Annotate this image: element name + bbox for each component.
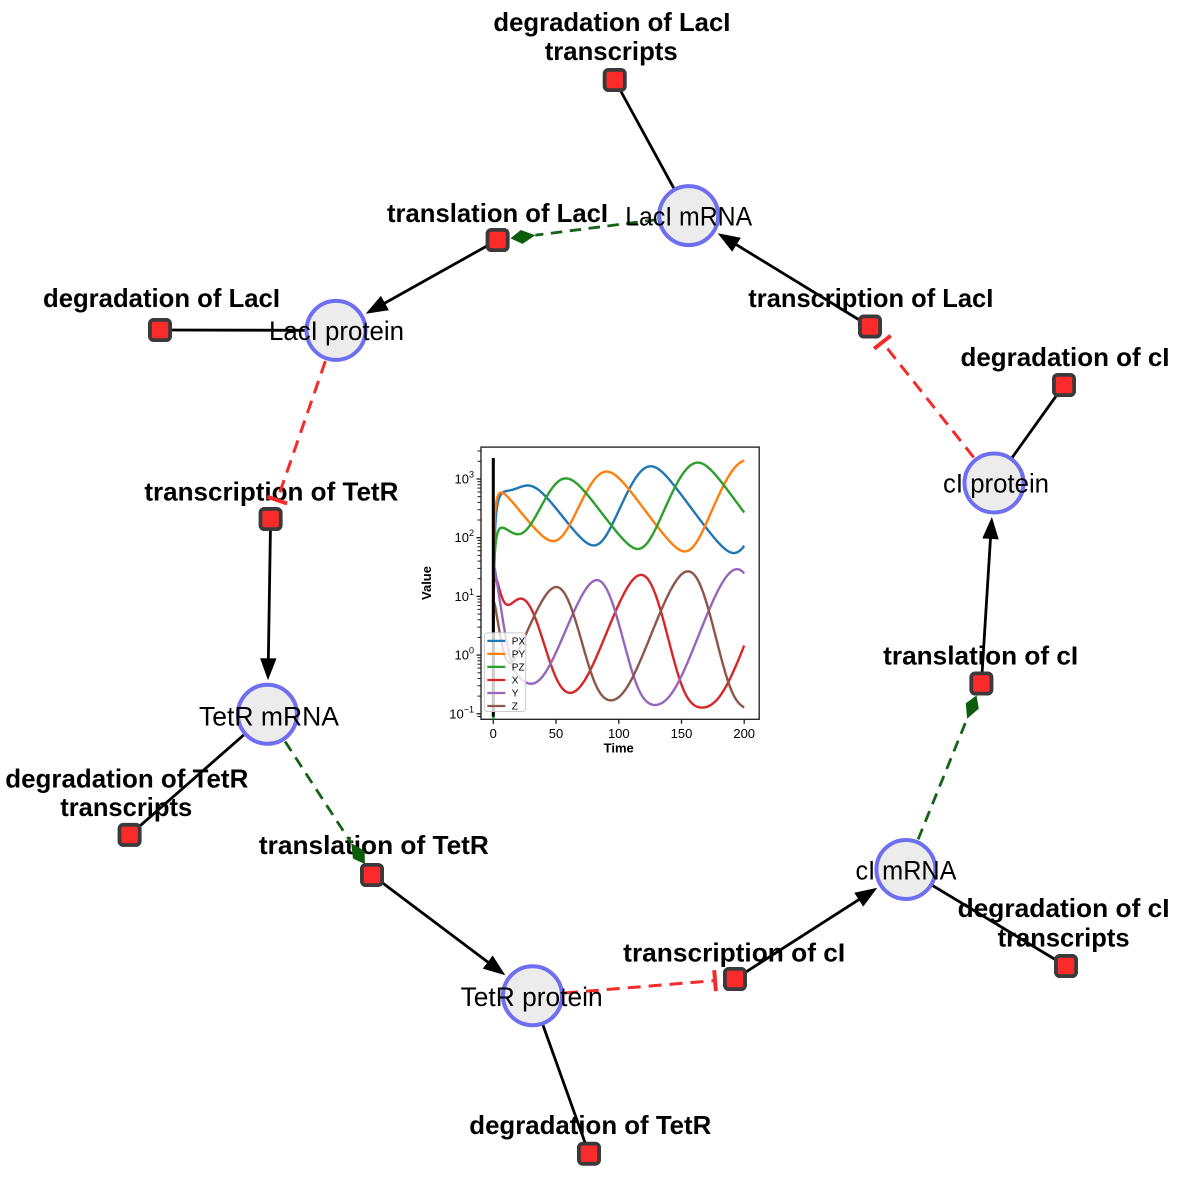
- svg-text:Time: Time: [604, 741, 634, 756]
- svg-text:TetR protein: TetR protein: [461, 982, 603, 1012]
- svg-text:degradation of cI: degradation of cI: [958, 893, 1170, 923]
- svg-text:degradation of TetR: degradation of TetR: [469, 1110, 711, 1140]
- svg-text:cI protein: cI protein: [943, 469, 1049, 499]
- svg-text:LacI protein: LacI protein: [269, 316, 404, 346]
- svg-text:150: 150: [671, 726, 693, 741]
- svg-text:degradation of LacI: degradation of LacI: [43, 283, 280, 313]
- svg-text:transcripts: transcripts: [545, 36, 678, 66]
- svg-text:degradation of TetR: degradation of TetR: [5, 763, 248, 793]
- svg-text:100: 100: [608, 726, 630, 741]
- svg-text:degradation of cI: degradation of cI: [961, 342, 1170, 372]
- svg-text:50: 50: [549, 726, 563, 741]
- svg-text:translation of cI: translation of cI: [883, 641, 1078, 671]
- svg-text:Value: Value: [419, 566, 434, 600]
- svg-text:transcription of cI: transcription of cI: [623, 938, 845, 968]
- svg-text:transcripts: transcripts: [60, 792, 192, 822]
- svg-text:TetR mRNA: TetR mRNA: [199, 701, 339, 731]
- svg-text:LacI mRNA: LacI mRNA: [625, 202, 752, 232]
- svg-text:Y: Y: [512, 689, 519, 700]
- svg-text:200: 200: [733, 726, 755, 741]
- svg-text:PY: PY: [512, 649, 526, 660]
- svg-text:translation of LacI: translation of LacI: [387, 198, 608, 228]
- svg-text:PZ: PZ: [512, 662, 525, 673]
- svg-text:translation of TetR: translation of TetR: [259, 830, 489, 860]
- svg-text:degradation of LacI: degradation of LacI: [493, 7, 730, 37]
- svg-text:Z: Z: [512, 702, 518, 713]
- svg-text:cI mRNA: cI mRNA: [856, 855, 957, 885]
- svg-text:0: 0: [490, 726, 497, 741]
- svg-text:X: X: [512, 676, 519, 687]
- svg-text:transcription of LacI: transcription of LacI: [748, 283, 993, 313]
- svg-text:PX: PX: [512, 636, 526, 647]
- svg-text:transcription of TetR: transcription of TetR: [144, 476, 398, 506]
